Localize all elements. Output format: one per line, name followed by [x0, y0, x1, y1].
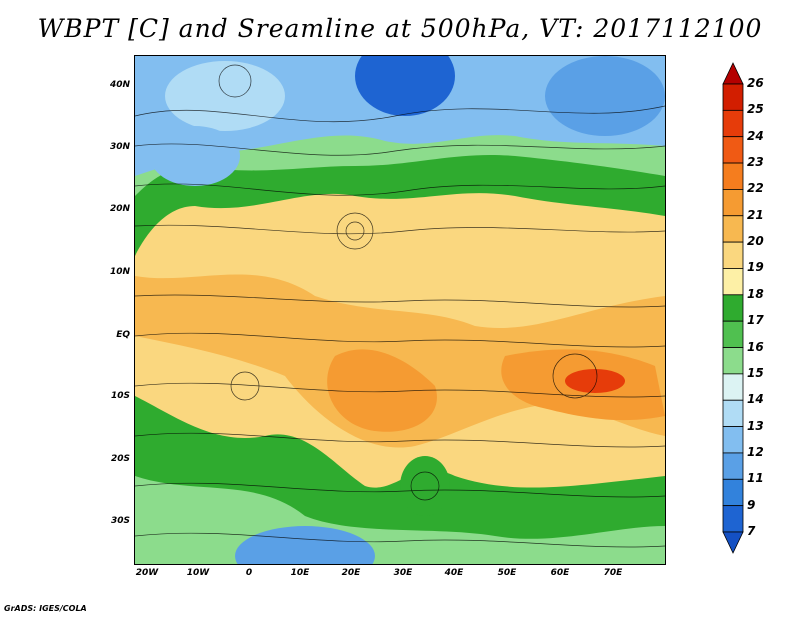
lon-label-60e: 60E	[550, 568, 570, 578]
lon-label-50e: 50E	[497, 568, 517, 578]
colorbar-swatch	[722, 505, 744, 533]
colorbar-label: 22	[747, 181, 764, 196]
map-title: WBPT [C] and Sreamline at 500hPa, VT: 20…	[37, 14, 763, 43]
colorbar-label: 14	[747, 392, 764, 407]
colorbar-swatch	[722, 109, 744, 138]
colorbar-label: 13	[747, 418, 764, 433]
colorbar-label: 25	[747, 102, 764, 117]
colorbar-label: 12	[747, 444, 764, 459]
colorbar-bottom-arrow	[722, 531, 744, 554]
colorbar-swatch	[722, 241, 744, 269]
lat-label-40n: 40N	[109, 80, 130, 90]
colorbar-swatch	[722, 83, 744, 111]
lat-label-30n: 30N	[109, 142, 130, 152]
colorbar-label: 23	[747, 155, 764, 170]
colorbar-label: 9	[747, 497, 756, 512]
colorbar-swatch	[722, 294, 744, 322]
colorbar	[722, 62, 744, 554]
colorbar-label: 20	[747, 234, 764, 249]
colorbar-swatch	[722, 215, 744, 243]
colorbar-label: 19	[747, 260, 764, 275]
colorbar-label: 7	[747, 524, 756, 538]
lon-label-0: 0	[245, 568, 253, 578]
colorbar-swatch	[722, 478, 744, 507]
lat-label-10s: 10S	[110, 391, 130, 401]
lat-label-20s: 20S	[110, 454, 130, 464]
colorbar-swatch	[722, 347, 744, 375]
colorbar-label: 24	[747, 128, 764, 143]
map-panel	[134, 55, 666, 565]
colorbar-swatch	[722, 189, 744, 217]
colorbar-swatch	[722, 373, 744, 401]
lat-label-eq: EQ	[116, 330, 130, 340]
colorbar-label: 21	[747, 207, 764, 222]
colorbar-label: 17	[747, 313, 764, 328]
lon-label-70e: 70E	[603, 568, 623, 578]
lat-label-10n: 10N	[109, 267, 130, 277]
colorbar-swatch	[722, 426, 744, 454]
colorbar-swatch	[722, 162, 744, 190]
wbpt-field-map	[135, 56, 665, 564]
lat-label-30s: 30S	[110, 516, 130, 526]
colorbar-swatch	[722, 452, 744, 480]
colorbar-swatch	[722, 268, 744, 296]
lon-label-30e: 30E	[393, 568, 413, 578]
lon-label-40e: 40E	[444, 568, 464, 578]
colorbar-label: 16	[747, 339, 764, 354]
grads-credit: GrADS: IGES/COLA	[4, 604, 87, 613]
colorbar-label: 11	[747, 471, 764, 486]
colorbar-swatch	[722, 320, 744, 348]
colorbar-label: 18	[747, 286, 764, 301]
lon-label-10e: 10E	[290, 568, 310, 578]
lon-label-10w: 10W	[186, 568, 210, 578]
colorbar-swatch	[722, 136, 744, 164]
colorbar-label: 26	[747, 76, 764, 90]
colorbar-top-arrow	[722, 62, 744, 85]
colorbar-swatch	[722, 399, 744, 427]
lat-label-20n: 20N	[109, 204, 130, 214]
lon-label-20e: 20E	[341, 568, 361, 578]
colorbar-label: 15	[747, 365, 764, 380]
lon-label-20w: 20W	[135, 568, 159, 578]
